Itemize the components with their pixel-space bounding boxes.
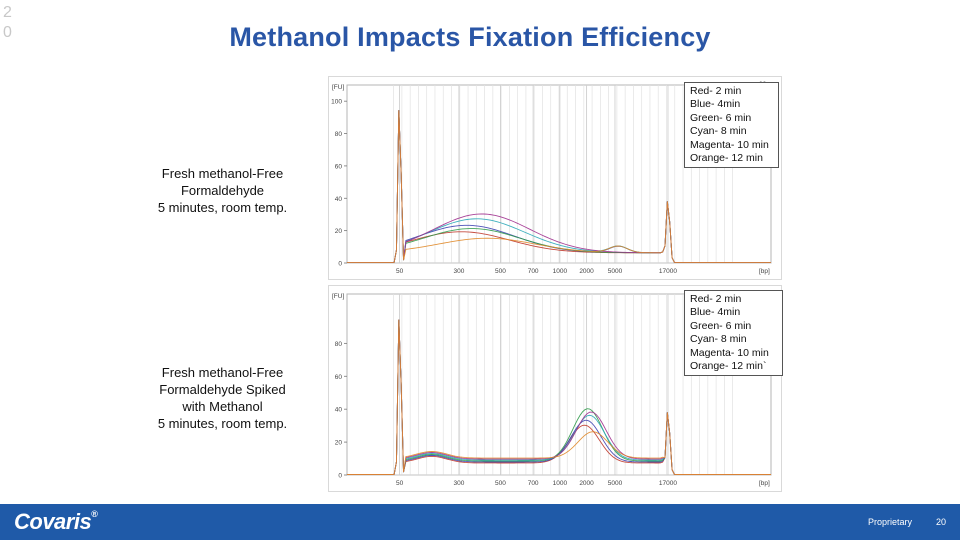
legend-item: Blue- 4min [690, 98, 741, 111]
y-tick-label: 80 [335, 341, 343, 348]
y-tick-label: 40 [335, 407, 343, 414]
electropherogram-bottom-svg: 0 20 40 60 80 50 300 500 700 1000 2000 5000 17000 [FU… [332, 290, 772, 487]
legend-item: Green- 6 min [690, 319, 752, 332]
legend-item: Cyan- 8 min [690, 125, 747, 138]
electropherogram-top-svg: 0 20 40 60 80 100 50 300 500 700 1000 2000 5000 17000… [331, 81, 772, 275]
x-tick-label: 500 [495, 480, 506, 487]
y-tick-label: 100 [331, 99, 342, 106]
slide-title: Methanol Impacts Fixation Efficiency [229, 22, 711, 52]
legend-item: Red- 2 min [690, 293, 742, 305]
series-line-orange [347, 110, 771, 263]
legend-item: Orange- 12 min [690, 152, 763, 165]
footer-bar: Covaris® Proprietary 20 [0, 504, 960, 540]
x-tick-label: 17000 [659, 480, 677, 487]
y-tick-label: 40 [335, 196, 343, 203]
page-number: 20 [936, 517, 947, 527]
x-tick-label: 5000 [608, 480, 623, 487]
x-tick-label: 300 [454, 480, 465, 487]
y-tick-label: 60 [335, 374, 343, 381]
x-tick-label: 2000 [579, 480, 594, 487]
proprietary-label: Proprietary [868, 517, 913, 527]
y-tick-label: 20 [335, 228, 343, 235]
legend-item: Orange- 12 min` [690, 360, 767, 373]
electropherogram-bottom: 0 20 40 60 80 50 300 500 700 1000 2000 5000 17000 [FU… [328, 285, 782, 492]
condition-label-bottom: Fresh methanol-Free Formaldehyde Spiked … [157, 365, 288, 431]
y-tick-label: 0 [338, 473, 342, 480]
x-tick-label: 2000 [579, 268, 594, 275]
x-tick-label: 700 [528, 268, 539, 275]
legend-item: Cyan- 8 min [690, 333, 747, 346]
legend-item: Magenta- 10 min [690, 346, 769, 359]
y-tick-label: 0 [338, 261, 342, 268]
condition-label-top: Fresh methanol-Free Formaldehyde 5 minut… [157, 166, 288, 215]
legend-item: Magenta- 10 min [690, 138, 769, 151]
x-tick-label: 50 [396, 268, 404, 275]
y-tick-label: 60 [335, 163, 343, 170]
legend-top: Red- 2 min Blue- 4min Green- 6 min Cyan-… [684, 82, 779, 169]
series-line-orange [347, 319, 771, 475]
corner-digit-1: 2 [3, 4, 12, 21]
y-axis-label: [FU] [332, 84, 344, 91]
registered-mark: ® [91, 509, 98, 519]
x-tick-label: 1000 [553, 268, 568, 275]
x-tick-label: 500 [495, 268, 506, 275]
logo-text: Covaris [14, 509, 92, 534]
legend-item: Green- 6 min [690, 111, 752, 124]
legend-item: Blue- 4min [690, 306, 741, 319]
x-tick-label: 17000 [659, 268, 677, 275]
y-tick-label: 20 [335, 440, 343, 447]
y-tick-label: 80 [335, 131, 343, 138]
x-tick-label: 50 [396, 480, 404, 487]
corner-digit-2: 0 [3, 24, 12, 41]
slide-corner-number: 2 0 [3, 3, 17, 43]
x-tick-label: 300 [454, 268, 465, 275]
x-tick-label: 1000 [553, 480, 568, 487]
x-axis-label: [bp] [759, 480, 770, 487]
x-axis-label: [bp] [759, 268, 770, 275]
legend-bottom: Red- 2 min Blue- 4min Green- 6 min Cyan-… [684, 290, 783, 377]
covaris-logo: Covaris® [14, 509, 98, 535]
legend-item: Red- 2 min [690, 85, 742, 97]
x-tick-label: 5000 [608, 268, 623, 275]
x-tick-label: 700 [528, 480, 539, 487]
electropherogram-top: 0 20 40 60 80 100 50 300 500 700 1000 2000 5000 17000… [328, 76, 782, 280]
y-axis-label: [FU] [332, 293, 344, 300]
